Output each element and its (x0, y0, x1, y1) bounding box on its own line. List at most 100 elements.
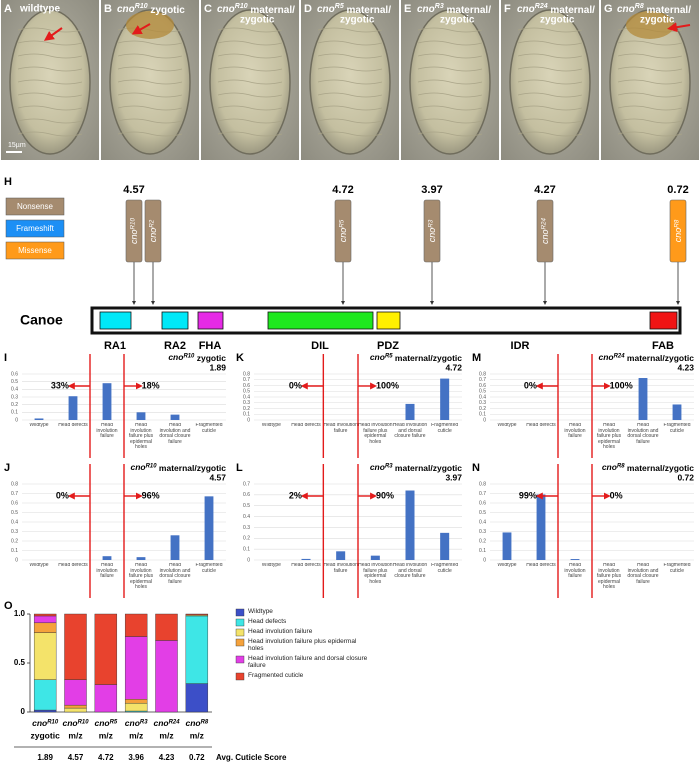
y-tick-label: 0.3 (243, 400, 250, 406)
x-tick-label-text: Fragmented cuticle (195, 563, 223, 574)
genotype-suffix: maternal/ (250, 5, 295, 16)
mutation-score: 4.72 (332, 184, 353, 196)
bar-segment (185, 683, 209, 713)
avg-score: 3.96 (128, 753, 144, 762)
y-tick-label: 0.5 (14, 658, 26, 667)
x-tick-label: Fragmented cuticle (664, 563, 691, 573)
allele: R10 (183, 353, 195, 359)
annotation: 33% (51, 380, 69, 390)
domain-box (376, 311, 401, 330)
genotype-suffix: maternal/zygotic (627, 353, 694, 363)
x-tick-label: Head defects (291, 563, 320, 568)
panel-letter: J (4, 462, 10, 474)
category-suffix: zygotic (31, 730, 61, 740)
allele: R10 (129, 217, 136, 229)
cuticle-texture (517, 105, 583, 111)
allele: R24 (535, 3, 548, 10)
y-tick-label: 0.5 (479, 389, 486, 395)
genotype-label: cnoR10 maternal/zygotic (131, 462, 227, 473)
gene-name: cno (32, 718, 47, 728)
cuticle-texture (317, 53, 383, 59)
cuticle-texture (517, 40, 583, 46)
cuticle-texture (117, 79, 183, 85)
y-tick-label: 0.8 (479, 371, 486, 377)
avg-score: 1.89 (37, 753, 53, 762)
x-tick-label-text: Wildtype (29, 423, 49, 428)
bar-segment (155, 613, 178, 641)
legend-swatch (235, 628, 245, 637)
legend-entry: Fragmented cuticle (248, 672, 303, 679)
bar-segment (94, 684, 118, 713)
legend-swatch (235, 618, 245, 627)
genotype-label: cnoR10 maternal/ (217, 3, 295, 16)
genotype-suffix: zygotic (197, 353, 227, 363)
bar (370, 555, 380, 560)
bar-segment (33, 613, 57, 617)
cuticle-texture (417, 92, 483, 98)
domain-label: FHA (199, 340, 222, 352)
x-tick-label-text: Head involution failure plus epidermal h… (596, 423, 622, 450)
x-tick-label: Head involution and dorsal closure failu… (159, 423, 190, 444)
panel-letter: M (472, 352, 481, 364)
x-tick-label: Fragmented cuticle (431, 423, 459, 434)
y-tick-label: 0.2 (11, 538, 18, 544)
bar-segment (185, 613, 209, 616)
allele: R10 (78, 719, 90, 725)
allele: R5 (335, 3, 344, 10)
panel-letter: D (304, 3, 312, 15)
cuticle-texture (617, 66, 683, 72)
cuticle-texture (617, 92, 683, 98)
bar-segment (64, 613, 87, 680)
y-tick-label: 0.1 (479, 412, 486, 418)
y-tick-label: 0.7 (11, 491, 18, 497)
allele: R5 (110, 719, 118, 725)
x-tick-label: Fragmented cuticle (664, 423, 691, 433)
y-tick-label: 0.2 (243, 536, 250, 542)
annotation: 0% (289, 380, 302, 390)
panel-letter: I (4, 352, 7, 364)
y-tick-label: 0.8 (479, 481, 486, 487)
x-tick-label: Head involution failure (564, 423, 585, 439)
x-tick-label-text: Fragmented cuticle (431, 423, 459, 434)
domain-label: RA2 (164, 340, 186, 352)
legend-swatch (5, 197, 65, 216)
cuticle-texture (617, 131, 683, 137)
allele: R10 (135, 3, 148, 10)
gene-name: cno (673, 228, 683, 243)
cuticle-texture (317, 66, 383, 72)
gene-name: cno (338, 228, 348, 243)
allele: R5 (338, 219, 345, 228)
domain-box (267, 311, 374, 330)
allele: R5 (385, 353, 393, 359)
bar (336, 551, 346, 560)
y-tick-label: 0.7 (243, 377, 250, 383)
y-tick-label: 0.7 (479, 377, 486, 383)
domain-box (99, 311, 132, 330)
panel-letter: K (236, 352, 244, 364)
y-tick-label: 0.3 (11, 529, 18, 535)
y-tick-label: 0.8 (243, 371, 250, 377)
x-tick-label: Fragmented cuticle (195, 563, 223, 574)
annotation: 100% (610, 380, 633, 390)
legend-label: Head involution failure plus epidermal h… (248, 638, 357, 652)
embryo-label-line2: zygotic (540, 15, 575, 26)
cuticle-texture (117, 66, 183, 72)
y-tick-label: 0.7 (243, 481, 250, 487)
gene-name: cno (117, 4, 135, 15)
genotype-label: cnoR8 (673, 219, 683, 242)
genotype-label: cnoR24 (540, 217, 550, 244)
gene-name: cno (427, 228, 437, 243)
legend-label: Wildtype (248, 608, 273, 615)
gene-name: cno (370, 462, 385, 472)
x-tick-label-text: Head involution failure (564, 563, 586, 579)
x-tick-label-text: Fragmented cuticle (431, 563, 459, 574)
allele: R8 (635, 3, 644, 10)
y-tick-label: 0.3 (11, 394, 18, 400)
x-tick-label: Head defects (526, 563, 555, 568)
bar-segment (124, 613, 148, 637)
y-tick-label: 0.3 (479, 400, 486, 406)
mutation-score: 0.72 (667, 184, 688, 196)
y-tick-label: 0.5 (479, 510, 486, 516)
gene-name: cno (540, 230, 550, 245)
